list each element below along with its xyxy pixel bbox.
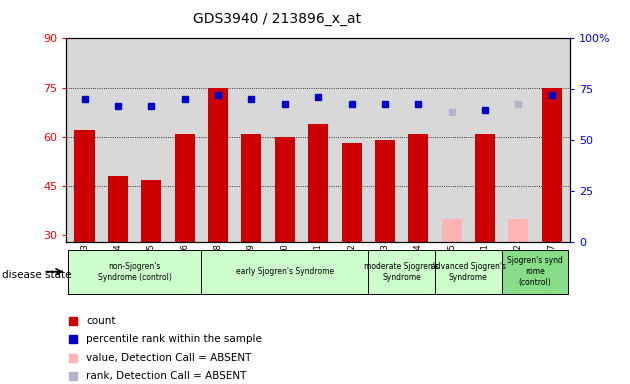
Bar: [542, 88, 562, 242]
Bar: [175, 134, 195, 242]
Text: count: count: [86, 316, 116, 326]
Text: non-Sjogren's
Syndrome (control): non-Sjogren's Syndrome (control): [98, 262, 171, 282]
Text: Sjogren's synd
rome
(control): Sjogren's synd rome (control): [507, 256, 563, 287]
Bar: [508, 219, 529, 242]
Bar: [501, 250, 568, 294]
Bar: [141, 180, 161, 242]
Text: early Sjogren's Syndrome: early Sjogren's Syndrome: [236, 267, 334, 276]
Bar: [308, 124, 328, 242]
Bar: [74, 130, 94, 242]
Text: GDS3940 / 213896_x_at: GDS3940 / 213896_x_at: [193, 12, 361, 25]
Bar: [241, 134, 261, 242]
Bar: [475, 134, 495, 242]
Bar: [275, 137, 295, 242]
Text: percentile rank within the sample: percentile rank within the sample: [86, 334, 262, 344]
Text: value, Detection Call = ABSENT: value, Detection Call = ABSENT: [86, 353, 252, 363]
Text: moderate Sjogren's
Syndrome: moderate Sjogren's Syndrome: [364, 262, 439, 282]
Bar: [435, 250, 501, 294]
Bar: [108, 176, 128, 242]
Text: advanced Sjogren's
Syndrome: advanced Sjogren's Syndrome: [431, 262, 506, 282]
Bar: [208, 88, 228, 242]
Bar: [408, 134, 428, 242]
Bar: [341, 144, 362, 242]
Bar: [375, 140, 395, 242]
Bar: [442, 219, 462, 242]
Text: disease state: disease state: [2, 270, 71, 280]
Bar: [202, 250, 368, 294]
Bar: [368, 250, 435, 294]
Bar: [68, 250, 202, 294]
Text: rank, Detection Call = ABSENT: rank, Detection Call = ABSENT: [86, 371, 247, 381]
